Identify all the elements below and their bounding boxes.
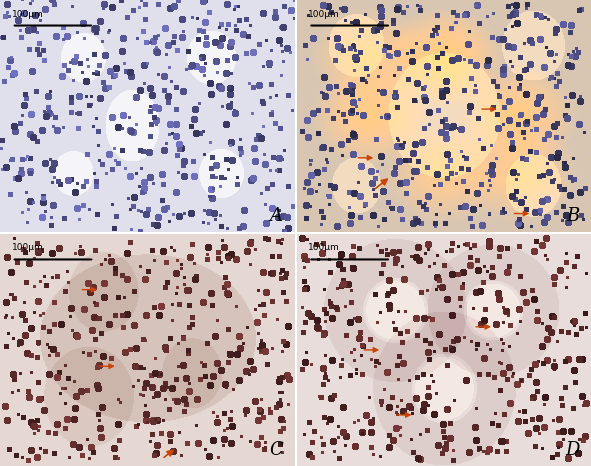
- Text: 100μm: 100μm: [12, 10, 44, 19]
- Text: C: C: [269, 441, 282, 459]
- Text: 100μm: 100μm: [309, 10, 340, 19]
- Text: 100μm: 100μm: [309, 244, 340, 253]
- Text: 100μm: 100μm: [12, 244, 44, 253]
- Text: B: B: [566, 207, 579, 225]
- Text: D: D: [565, 441, 579, 459]
- Text: A: A: [269, 207, 282, 225]
